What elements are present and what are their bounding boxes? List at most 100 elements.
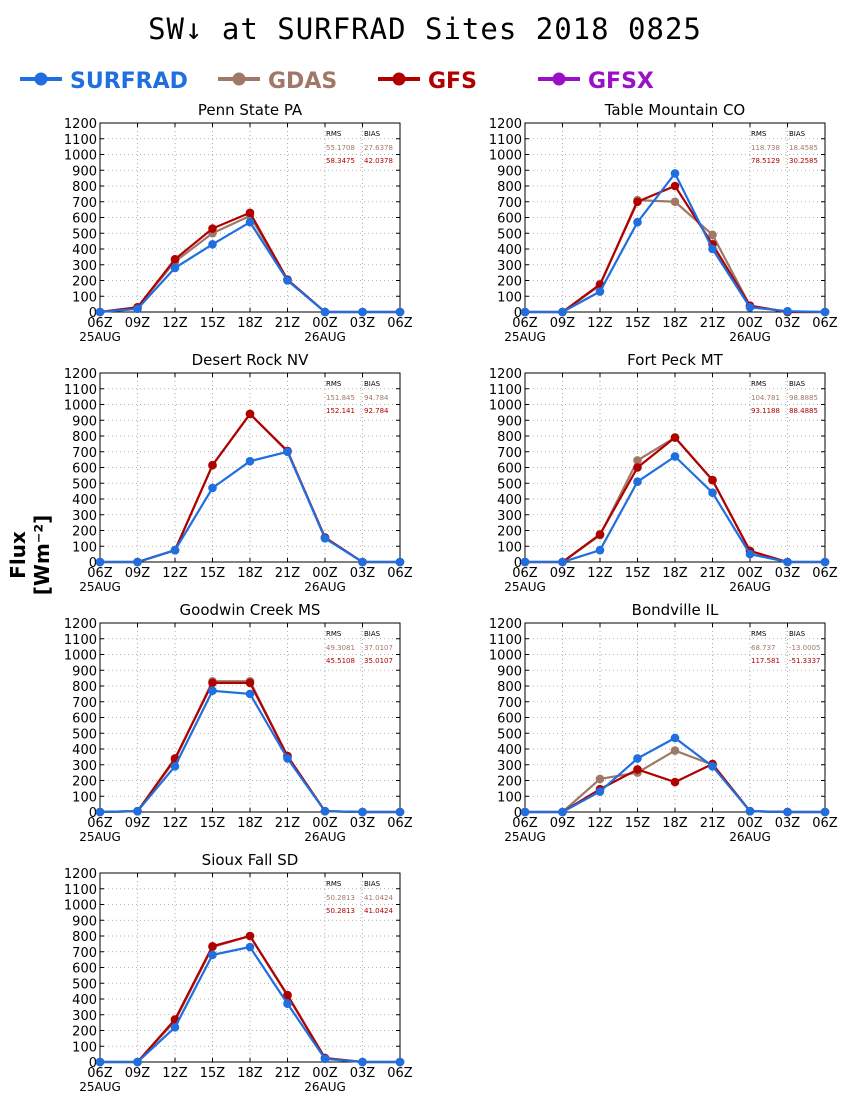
data-point — [245, 942, 255, 952]
data-point — [320, 806, 330, 816]
data-point — [670, 777, 680, 787]
data-point — [95, 807, 105, 817]
y-tick-label: 1000 — [64, 649, 97, 664]
y-tick-label: 400 — [72, 993, 97, 1008]
x-tick-label: 06Z — [512, 316, 538, 331]
plot-frame — [99, 872, 401, 1063]
data-point — [320, 1053, 330, 1063]
data-point — [395, 807, 405, 817]
x-tick-label: 18Z — [237, 1066, 263, 1081]
data-point — [320, 534, 330, 543]
data-point — [783, 807, 792, 817]
x-tick-label: 09Z — [125, 566, 151, 581]
series-gfs — [520, 759, 830, 817]
panel-title: Desert Rock NV — [192, 351, 309, 369]
y-tick-label: 800 — [72, 430, 97, 445]
data-point — [520, 807, 530, 817]
data-point — [283, 275, 292, 285]
data-point — [170, 762, 180, 771]
data-point — [595, 784, 605, 794]
y-tick-label: 100 — [497, 540, 522, 555]
data-point — [520, 307, 530, 317]
y-tick-label: 600 — [497, 462, 522, 477]
data-point — [395, 1057, 405, 1067]
data-point — [708, 230, 717, 240]
date-label: 26AUG — [304, 580, 346, 594]
x-tick-label: 18Z — [237, 816, 263, 831]
data-point — [245, 409, 255, 419]
data-point — [520, 807, 530, 817]
y-tick-label: 1200 — [489, 617, 522, 632]
panel-goodwin-creek-ms: Goodwin Creek MS 010020030040050060070080… — [64, 601, 413, 844]
data-point — [245, 676, 255, 686]
data-point — [358, 1057, 367, 1067]
stats-bias-gdas: 98.8885 — [789, 394, 818, 402]
y-tick-label: 800 — [497, 430, 522, 445]
data-point — [558, 807, 567, 817]
stats-bias-gfs: 41.0424 — [364, 907, 393, 915]
y-tick-label: 0 — [89, 306, 97, 321]
y-tick-label: 1200 — [64, 367, 97, 382]
date-label: 26AUG — [729, 330, 771, 344]
data-point — [595, 280, 605, 290]
data-point — [133, 302, 142, 312]
legend-marker — [34, 72, 48, 86]
data-point — [358, 557, 367, 567]
x-tick-label: 00Z — [737, 816, 763, 831]
x-tick-label: 09Z — [125, 316, 151, 331]
data-point — [283, 754, 292, 763]
stats-bias-gfs: 42.0378 — [364, 157, 393, 165]
data-point — [395, 1057, 405, 1067]
y-tick-label: 100 — [72, 790, 97, 805]
data-point — [745, 546, 755, 556]
x-tick-label: 18Z — [662, 816, 688, 831]
data-point — [820, 557, 830, 567]
y-tick-label: 600 — [497, 712, 522, 727]
data-point — [245, 931, 255, 941]
y-tick-label: 300 — [72, 509, 97, 524]
series-surfrad — [95, 686, 405, 817]
stats-header-rms: RMS — [751, 380, 767, 388]
y-tick-label: 600 — [72, 462, 97, 477]
x-tick-label: 15Z — [200, 1066, 226, 1081]
x-tick-label: 09Z — [125, 816, 151, 831]
data-point — [320, 307, 330, 317]
data-point — [358, 307, 367, 317]
series-line — [100, 934, 400, 1064]
data-point — [820, 557, 830, 567]
x-tick-label: 03Z — [775, 816, 801, 831]
stats-bias-gdas: 41.0424 — [364, 894, 393, 902]
x-tick-label: 09Z — [550, 816, 576, 831]
y-tick-label: 1200 — [64, 617, 97, 632]
x-tick-label: 12Z — [162, 566, 188, 581]
x-tick-label: 00Z — [312, 1066, 338, 1081]
data-point — [708, 760, 717, 770]
data-point — [283, 990, 292, 1000]
data-point — [745, 546, 755, 556]
series-gfs — [95, 208, 405, 317]
series-line — [99, 689, 400, 814]
date-label: 25AUG — [79, 580, 121, 594]
data-point — [283, 751, 292, 761]
data-point — [245, 217, 255, 227]
y-tick-label: 500 — [72, 477, 97, 492]
data-point — [670, 746, 680, 755]
legend-label: SURFRAD — [70, 69, 188, 94]
y-tick-label: 1100 — [489, 633, 522, 648]
data-point — [208, 224, 217, 233]
x-tick-label: 09Z — [125, 1066, 151, 1081]
y-tick-label: 1000 — [64, 899, 97, 914]
data-point — [320, 307, 330, 317]
panel-title: Table Mountain CO — [604, 101, 746, 119]
y-tick-label: 300 — [497, 259, 522, 274]
stats-header-bias: BIAS — [789, 630, 806, 638]
data-point — [708, 475, 717, 485]
date-label: 26AUG — [304, 830, 346, 844]
series-line — [525, 736, 825, 814]
y-tick-label: 400 — [72, 493, 97, 508]
data-point — [170, 1016, 180, 1026]
legend-label: GFS — [428, 69, 477, 94]
data-point — [595, 530, 605, 540]
data-point — [595, 545, 605, 555]
data-point — [358, 1057, 367, 1067]
